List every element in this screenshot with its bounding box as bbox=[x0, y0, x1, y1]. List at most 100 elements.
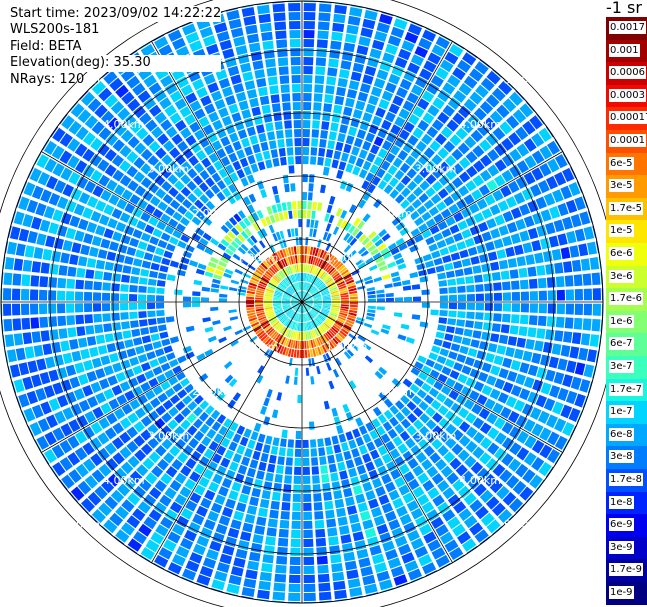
range-gate-cell bbox=[78, 337, 88, 348]
range-gate-cell bbox=[274, 262, 281, 271]
range-gate-cell bbox=[350, 71, 362, 82]
range-gate-cell bbox=[211, 172, 222, 183]
range-gate-cell bbox=[278, 271, 285, 279]
range-gate-cell bbox=[368, 124, 379, 135]
range-gate-cell bbox=[305, 283, 310, 291]
range-gate-cell bbox=[325, 446, 334, 455]
range-gate-cell bbox=[132, 207, 143, 218]
range-gate-cell bbox=[343, 487, 353, 498]
range-gate-cell bbox=[355, 230, 364, 240]
range-gate-cell bbox=[306, 264, 310, 273]
range-gate-cell bbox=[206, 266, 215, 273]
range-gate-cell bbox=[228, 490, 239, 501]
range-gate-cell bbox=[129, 120, 143, 134]
range-gate-cell bbox=[357, 502, 369, 513]
range-gate-cell bbox=[322, 273, 329, 281]
range-gate-cell bbox=[205, 416, 215, 427]
range-gate-cell bbox=[108, 398, 120, 410]
range-gate-cell bbox=[437, 272, 447, 280]
range-gate-cell bbox=[169, 199, 181, 210]
range-gate-cell bbox=[258, 240, 266, 249]
range-gate-cell bbox=[120, 68, 135, 82]
range-gate-cell bbox=[319, 313, 327, 319]
range-gate-cell bbox=[260, 218, 268, 227]
range-gate-cell bbox=[427, 104, 440, 117]
range-gate-cell bbox=[278, 447, 286, 457]
range-gate-cell bbox=[156, 220, 167, 231]
range-gate-cell bbox=[366, 312, 375, 317]
range-gate-cell bbox=[282, 346, 287, 356]
range-gate-cell bbox=[349, 309, 358, 314]
range-gate-cell bbox=[156, 310, 165, 317]
range-gate-cell bbox=[206, 428, 217, 439]
range-gate-cell bbox=[273, 275, 281, 282]
range-gate-cell bbox=[80, 244, 91, 256]
range-gate-cell bbox=[320, 130, 328, 139]
range-gate-cell bbox=[276, 130, 284, 139]
range-gate-cell bbox=[190, 450, 202, 462]
range-gate-cell bbox=[317, 573, 330, 583]
range-gate-cell bbox=[351, 269, 360, 276]
range-gate-cell bbox=[453, 90, 467, 103]
range-gate-cell bbox=[104, 442, 117, 455]
range-gate-cell bbox=[287, 247, 292, 256]
range-gate-cell bbox=[389, 177, 399, 188]
range-gate-cell bbox=[457, 373, 468, 384]
range-gate-cell bbox=[397, 334, 407, 341]
range-gate-cell bbox=[313, 277, 319, 285]
range-gate-cell bbox=[86, 258, 97, 268]
range-gate-cell bbox=[313, 300, 322, 302]
range-gate-cell bbox=[143, 252, 154, 261]
range-gate-cell bbox=[292, 331, 296, 340]
range-gate-cell bbox=[464, 136, 477, 149]
range-gate-cell bbox=[208, 111, 220, 123]
range-gate-cell bbox=[30, 317, 40, 329]
range-label: 2.00km bbox=[370, 385, 412, 398]
range-gate-cell bbox=[71, 242, 82, 254]
range-gate-cell bbox=[338, 433, 347, 443]
range-gate-cell bbox=[523, 376, 535, 389]
range-gate-cell bbox=[469, 68, 484, 82]
range-gate-cell bbox=[568, 182, 581, 197]
range-gate-cell bbox=[389, 405, 399, 415]
range-gate-cell bbox=[309, 228, 314, 237]
range-gate-cell bbox=[139, 112, 152, 125]
range-gate-cell bbox=[411, 314, 421, 320]
range-gate-cell bbox=[532, 212, 544, 225]
range-gate-cell bbox=[381, 453, 393, 464]
range-gate-cell bbox=[348, 80, 360, 91]
range-gate-cell bbox=[302, 313, 304, 322]
range-gate-cell bbox=[255, 304, 264, 307]
range-gate-cell bbox=[441, 366, 452, 376]
range-gate-cell bbox=[317, 156, 324, 166]
range-gate-cell bbox=[340, 534, 352, 544]
range-gate-cell bbox=[296, 322, 299, 331]
range-gate-cell bbox=[314, 338, 319, 347]
range-gate-cell bbox=[210, 409, 221, 420]
range-gate-cell bbox=[147, 169, 159, 181]
range-gate-cell bbox=[214, 570, 228, 582]
range-gate-cell bbox=[313, 306, 321, 310]
range-gate-cell bbox=[121, 189, 133, 201]
range-gate-cell bbox=[195, 227, 205, 236]
range-gate-cell bbox=[519, 362, 530, 374]
range-gate-cell bbox=[515, 126, 529, 141]
range-gate-cell bbox=[377, 180, 388, 190]
range-gate-cell bbox=[129, 284, 138, 293]
range-gate-cell bbox=[465, 320, 474, 328]
range-gate-cell bbox=[172, 365, 183, 375]
range-gate-cell bbox=[4, 334, 15, 347]
range-gate-cell bbox=[70, 403, 83, 416]
range-gate-cell bbox=[521, 403, 534, 416]
range-gate-cell bbox=[422, 562, 437, 575]
range-gate-cell bbox=[174, 425, 185, 437]
range-gate-cell bbox=[109, 352, 119, 363]
range-gate-cell bbox=[367, 290, 376, 295]
range-gate-cell bbox=[321, 290, 329, 295]
range-gate-cell bbox=[228, 152, 238, 163]
range-gate-cell bbox=[346, 282, 356, 287]
range-gate-cell bbox=[407, 458, 419, 470]
range-gate-cell bbox=[297, 210, 302, 219]
range-gate-cell bbox=[195, 443, 207, 454]
range-gate-cell bbox=[291, 321, 296, 330]
